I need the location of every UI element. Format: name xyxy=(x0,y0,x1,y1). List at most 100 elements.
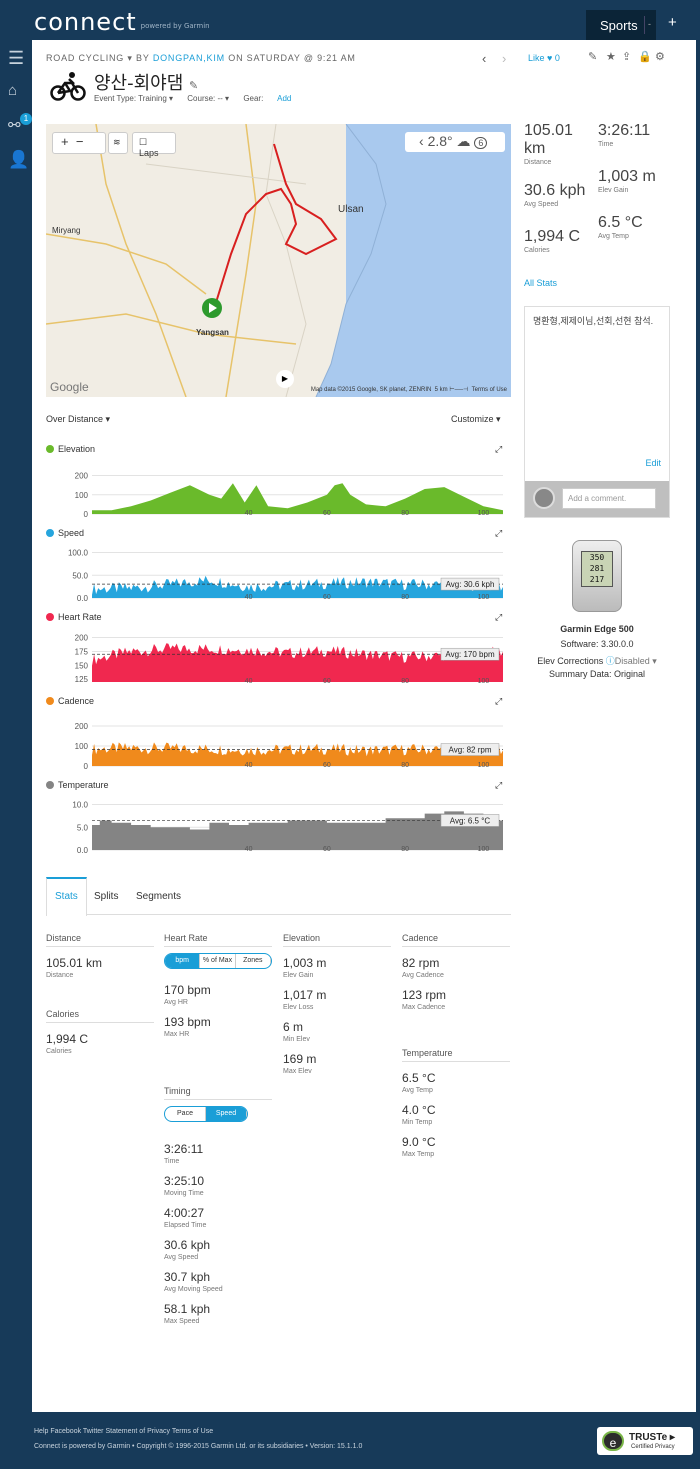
legend-dot xyxy=(46,529,54,537)
chart-heart-rate[interactable]: 200 175 150 125 Avg: 170 bpm 40 60 80 100 xyxy=(32,624,512,696)
expand-chart-icon[interactable]: ⤢ xyxy=(495,696,503,706)
share-icon[interactable]: ⇪ xyxy=(622,51,632,63)
truste-badge[interactable]: e TRUSTe ▸ Certified Privacy xyxy=(597,1427,693,1455)
x-tick-label: 40 xyxy=(245,594,253,601)
laps-toggle[interactable]: ☐ Laps xyxy=(132,132,176,158)
chart-cadence[interactable]: 200 100 0 Avg: 82 rpm 40 60 80 100 xyxy=(32,708,512,780)
profile-icon[interactable]: 👤 xyxy=(8,150,30,169)
truste-logo-icon: e xyxy=(602,1431,624,1451)
y-tick-label: 50.0 xyxy=(72,571,88,580)
notification-badge: 1 xyxy=(20,113,32,125)
tab-stats[interactable]: Stats xyxy=(46,877,87,916)
tab-splits[interactable]: Splits xyxy=(94,891,119,902)
lock-icon[interactable]: 🔒 xyxy=(638,51,652,63)
activity-map[interactable]: + − ≋ ☐ Laps ‹ 2.8° ☁ 6 Ulsan Miryang Ya… xyxy=(46,124,511,397)
summary-data-source: Summary Data: Original xyxy=(548,669,646,679)
y-tick-label: 0 xyxy=(84,510,89,519)
hr-zones-option[interactable]: Zones xyxy=(236,954,271,968)
summary-avg-temp: 6.5 °C Avg Temp xyxy=(598,214,643,240)
x-tick-label: 100 xyxy=(478,678,490,685)
stats-timing: Timing Pace Speed 3:26:11 Time 3:25:10 Movi… xyxy=(164,1086,272,1325)
y-tick-label: 100 xyxy=(75,742,89,751)
x-tick-label: 80 xyxy=(401,510,409,517)
edit-title-icon[interactable]: ✎ xyxy=(189,79,199,92)
stats-distance: Distance 105.01 km Distance xyxy=(46,933,154,979)
y-tick-label: 100 xyxy=(75,491,89,500)
gear-icon[interactable]: ⚙ xyxy=(655,51,665,63)
google-logo: Google xyxy=(50,380,89,394)
device-name: Garmin Edge 500 xyxy=(560,624,634,634)
stats-elevation: Elevation 1,003 m Elev Gain 1,017 m Elev L… xyxy=(283,933,391,1075)
map-canvas[interactable] xyxy=(46,124,511,397)
all-stats-link[interactable]: All Stats xyxy=(524,278,558,288)
legend-dot xyxy=(46,697,54,705)
x-tick-label: 100 xyxy=(478,510,490,517)
y-tick-label: 5.0 xyxy=(77,823,89,832)
expand-chart-icon[interactable]: ⤢ xyxy=(495,528,503,538)
avg-label-box xyxy=(440,743,500,756)
chart-title-0: Elevation xyxy=(46,444,95,454)
expand-chart-icon[interactable]: ⤢ xyxy=(495,612,503,622)
sports-menu-button[interactable]: Sports - xyxy=(586,10,656,40)
add-button[interactable]: + xyxy=(668,14,677,31)
avg-label: Avg: 30.6 kph xyxy=(446,580,495,589)
elev-corrections-select[interactable]: Disabled ▾ xyxy=(614,656,657,666)
edit-icon[interactable]: ✎ xyxy=(588,51,598,63)
pace-speed-toggle: Pace Speed xyxy=(164,1106,248,1122)
add-gear-link[interactable]: Add xyxy=(277,94,292,103)
user-link[interactable]: DONGPAN,KIM xyxy=(152,53,225,63)
menu-icon[interactable]: ☰ xyxy=(8,48,25,68)
avg-label: Avg: 6.5 °C xyxy=(450,816,491,825)
y-tick-label: 0.0 xyxy=(77,594,89,603)
event-type-select[interactable]: Event Type: Training ▾ xyxy=(94,94,174,103)
legend-dot xyxy=(46,613,54,621)
x-tick-label: 60 xyxy=(323,678,331,685)
tab-segments[interactable]: Segments xyxy=(136,891,182,902)
chart-title-4: Temperature xyxy=(46,780,109,790)
avg-label: Avg: 170 bpm xyxy=(445,650,495,659)
hr-bpm-option[interactable]: bpm xyxy=(165,954,201,968)
weather-temp: 2.8° xyxy=(427,133,453,149)
edit-notes-link[interactable]: Edit xyxy=(645,458,661,468)
star-icon[interactable]: ★ xyxy=(606,51,616,63)
connect-logo[interactable]: connect powered by Garmin xyxy=(34,8,210,36)
footer-links[interactable]: Help Facebook Twitter Statement of Priva… xyxy=(34,1428,214,1435)
zoom-control[interactable]: + − xyxy=(52,132,106,154)
chart-temperature[interactable]: 10.0 5.0 0.0 Avg: 6.5 °C 40 60 80 100 xyxy=(32,792,512,864)
sports-dropdown-toggle[interactable]: - xyxy=(644,16,656,34)
comment-input[interactable]: Add a comment. xyxy=(562,488,656,509)
over-distance-select[interactable]: Over Distance ▾ xyxy=(46,414,111,424)
summary-elev-gain: 1,003 m Elev Gain xyxy=(598,168,656,194)
footer: Help Facebook Twitter Statement of Priva… xyxy=(34,1428,362,1450)
inbox-icon[interactable]: ⌂ xyxy=(8,82,18,99)
connections-icon[interactable]: ⚯ xyxy=(8,117,21,134)
course-select[interactable]: Course: -- ▾ xyxy=(187,94,230,103)
pace-option[interactable]: Pace xyxy=(165,1107,206,1121)
chart-elevation[interactable]: 200 100 0 40 60 80 100 xyxy=(32,456,512,528)
speed-option[interactable]: Speed xyxy=(206,1107,247,1121)
like-button[interactable]: Like ♥ 0 xyxy=(528,53,560,63)
weather-widget[interactable]: ‹ 2.8° ☁ 6 xyxy=(405,132,505,152)
chart-speed[interactable]: 100.0 50.0 0.0 Avg: 30.6 kph 40 60 80 100 xyxy=(32,540,512,612)
summary-calories: 1,994 C Calories xyxy=(524,228,581,254)
activity-type[interactable]: ROAD CYCLING xyxy=(46,53,125,63)
help-icon[interactable]: ⓘ xyxy=(605,656,615,666)
activity-title[interactable]: 양산-회야댐 ✎ xyxy=(94,73,199,94)
layers-icon[interactable]: ≋ xyxy=(108,132,128,154)
activity-date: ON SATURDAY @ 9:21 AM xyxy=(228,53,356,63)
next-activity-icon[interactable]: › xyxy=(502,51,507,66)
chart-title-3: Cadence xyxy=(46,696,94,706)
stats-calories: Calories 1,994 C Calories xyxy=(46,1009,154,1055)
prev-activity-icon[interactable]: ‹ xyxy=(482,51,487,66)
zoom-out-button[interactable]: − xyxy=(75,134,84,149)
series-area xyxy=(92,742,503,766)
hr-percent-max-option[interactable]: % of Max xyxy=(200,954,236,968)
y-tick-label: 200 xyxy=(75,472,89,481)
expand-chart-icon[interactable]: ⤢ xyxy=(495,780,503,790)
terms-link[interactable]: Terms of Use xyxy=(471,387,507,393)
customize-select[interactable]: Customize ▾ xyxy=(451,414,501,424)
y-tick-label: 150 xyxy=(75,661,89,670)
zoom-in-button[interactable]: + xyxy=(61,134,69,149)
play-icon[interactable]: ▶ xyxy=(276,370,294,388)
expand-chart-icon[interactable]: ⤢ xyxy=(495,444,503,454)
